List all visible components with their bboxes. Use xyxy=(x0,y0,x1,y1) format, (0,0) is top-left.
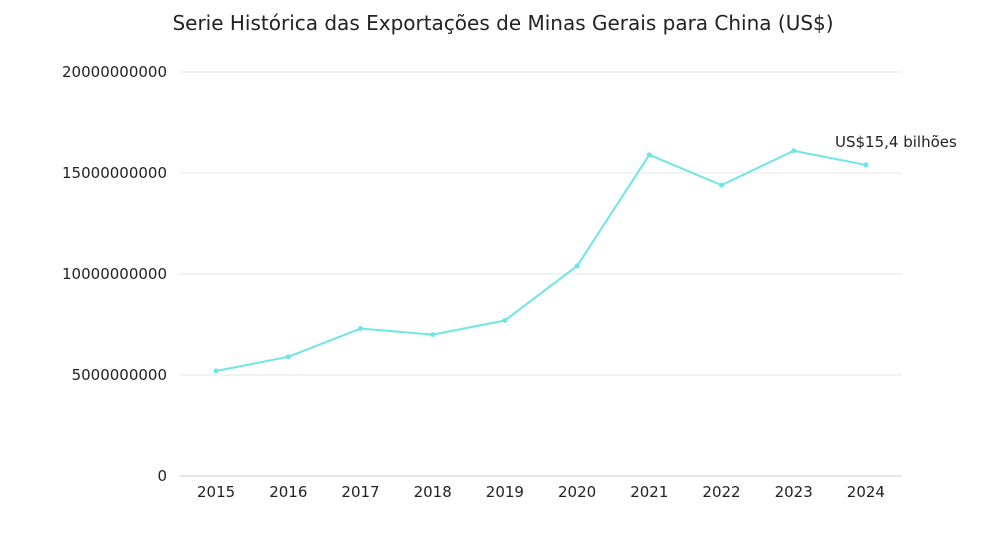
gridlines xyxy=(180,71,902,376)
y-tick-label: 10000000000 xyxy=(62,265,167,283)
y-tick-label: 0 xyxy=(157,467,167,485)
data-point xyxy=(358,326,363,332)
x-tick-label: 2015 xyxy=(197,483,235,501)
x-tick-label: 2018 xyxy=(414,483,452,501)
data-point xyxy=(719,182,724,188)
x-axis: 2015 2016 2017 2018 2019 2020 2021 2022 2023 2024 xyxy=(180,475,902,501)
y-tick-label: 5000000000 xyxy=(72,366,167,384)
x-tick-label: 2023 xyxy=(775,483,813,501)
y-axis: 0 5000000000 10000000000 15000000000 2000000… xyxy=(62,63,167,485)
x-tick-label: 2024 xyxy=(847,483,885,501)
series-line xyxy=(215,149,867,372)
data-point xyxy=(285,354,291,360)
y-tick-label: 20000000000 xyxy=(62,63,167,81)
x-tick-label: 2019 xyxy=(486,483,524,501)
annotation-layer: US$15,4 bilhões xyxy=(835,133,957,151)
series-layer xyxy=(213,148,869,374)
data-point xyxy=(213,368,219,374)
x-tick-label: 2016 xyxy=(269,483,307,501)
data-point xyxy=(863,162,869,168)
chart-title: Serie Histórica das Exportações de Minas… xyxy=(172,11,833,35)
data-point xyxy=(646,152,652,158)
y-tick-label: 15000000000 xyxy=(62,164,167,182)
data-point xyxy=(502,317,508,323)
data-point xyxy=(791,148,797,154)
x-tick-label: 2021 xyxy=(630,483,668,501)
x-tick-label: 2020 xyxy=(558,483,596,501)
x-tick-label: 2022 xyxy=(702,483,740,501)
x-tick-label: 2017 xyxy=(341,483,379,501)
data-point xyxy=(430,332,436,338)
annotation-label: US$15,4 bilhões xyxy=(835,133,957,151)
data-point xyxy=(574,263,580,269)
